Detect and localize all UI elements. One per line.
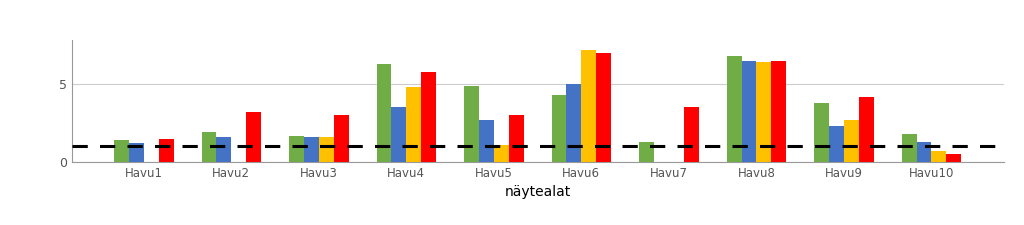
Bar [566, 84, 582, 162]
Bar [202, 132, 216, 162]
Bar [494, 145, 509, 162]
Bar [289, 135, 304, 162]
Bar [407, 87, 421, 162]
Bar [464, 86, 479, 162]
Bar [216, 137, 231, 162]
Bar [741, 61, 757, 162]
Bar [596, 53, 611, 162]
Bar [932, 151, 946, 162]
Bar [829, 126, 844, 162]
Bar [114, 140, 129, 162]
Bar [844, 120, 859, 162]
Bar [582, 50, 596, 162]
X-axis label: näytealat: näytealat [505, 185, 570, 199]
Bar [946, 154, 962, 162]
Bar [421, 72, 436, 162]
Bar [377, 64, 391, 162]
Bar [684, 108, 698, 162]
Bar [757, 62, 771, 162]
Bar [479, 120, 494, 162]
Bar [814, 103, 829, 162]
Bar [859, 97, 873, 162]
Bar [318, 137, 334, 162]
Bar [727, 56, 741, 162]
Bar [552, 95, 566, 162]
Bar [129, 143, 143, 162]
Bar [334, 115, 348, 162]
Bar [902, 134, 916, 162]
Bar [246, 112, 261, 162]
Bar [391, 108, 407, 162]
Bar [509, 115, 523, 162]
Bar [916, 142, 932, 162]
Bar [159, 139, 173, 162]
Bar [304, 137, 318, 162]
Bar [771, 61, 786, 162]
Bar [639, 142, 654, 162]
